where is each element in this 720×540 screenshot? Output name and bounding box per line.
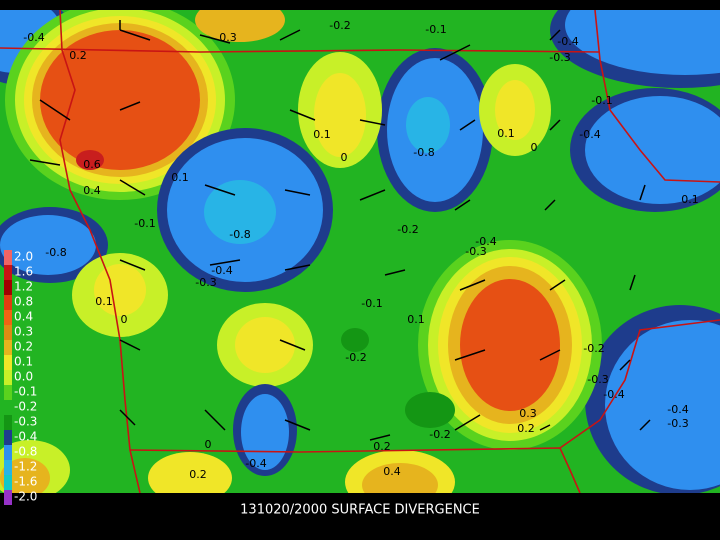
contour-label: -0.4 bbox=[557, 35, 578, 48]
colorbar-swatch bbox=[4, 250, 12, 265]
wind-barbs bbox=[29, 20, 651, 441]
contour-label: -0.2 bbox=[583, 342, 604, 355]
contour-label: 0.1 bbox=[95, 295, 113, 308]
colorbar-swatch bbox=[4, 430, 12, 445]
contour-label: -0.3 bbox=[667, 417, 688, 430]
contour-label: 0.3 bbox=[219, 31, 237, 44]
colorbar-swatch bbox=[4, 355, 12, 370]
colorbar-swatch bbox=[4, 445, 12, 460]
contour-labels: -0.4 0.2 0.3 -0.2 -0.1 -0.4 -0.3 0.6 0.4… bbox=[23, 19, 698, 481]
colorbar-swatch bbox=[4, 370, 12, 385]
contour-label: -0.2 bbox=[329, 19, 350, 32]
contour-label: 0.1 bbox=[681, 193, 699, 206]
contour-label: -0.3 bbox=[549, 51, 570, 64]
contour-label: -0.3 bbox=[195, 276, 216, 289]
contour-label: 0.1 bbox=[171, 171, 189, 184]
colorbar-label: -0.4 bbox=[14, 430, 37, 444]
colorbar-label: -0.2 bbox=[14, 400, 37, 414]
contour-label: -0.2 bbox=[429, 428, 450, 441]
contour-label: -0.2 bbox=[397, 223, 418, 236]
contour-label: 0.1 bbox=[407, 313, 425, 326]
colorbar-label: 0.8 bbox=[14, 295, 33, 309]
contour-label: -0.4 bbox=[475, 235, 496, 248]
colorbar-label: -0.8 bbox=[14, 445, 37, 459]
contour-label: 0.2 bbox=[517, 422, 535, 435]
contour-label: 0.2 bbox=[69, 49, 87, 62]
contour-fills bbox=[0, 10, 720, 493]
contour-label: -0.4 bbox=[23, 31, 44, 44]
colorbar-swatch bbox=[4, 475, 12, 490]
contour-label: 0 bbox=[205, 438, 212, 451]
colorbar-label: 0.3 bbox=[14, 325, 33, 339]
colorbar-label: 0.1 bbox=[14, 355, 33, 369]
colorbar-label: -1.2 bbox=[14, 460, 37, 474]
colorbar-label: 0.2 bbox=[14, 340, 33, 354]
contour-label: 0.2 bbox=[189, 468, 207, 481]
colorbar-label: -0.3 bbox=[14, 415, 37, 429]
colorbar-swatch bbox=[4, 400, 12, 415]
contour-label: -0.4 bbox=[211, 264, 232, 277]
contour-label: -0.4 bbox=[579, 128, 600, 141]
contour-field: -0.4 0.2 0.3 -0.2 -0.1 -0.4 -0.3 0.6 0.4… bbox=[0, 10, 720, 493]
colorbar-label: -0.1 bbox=[14, 385, 37, 399]
colorbar-swatch bbox=[4, 295, 12, 310]
contour-label: -0.1 bbox=[361, 297, 382, 310]
contour-label: 0.4 bbox=[383, 465, 401, 478]
colorbar-label: -1.6 bbox=[14, 475, 37, 489]
colorbar-label: 0.0 bbox=[14, 370, 33, 384]
contour-label: -0.4 bbox=[667, 403, 688, 416]
contour-label: -0.2 bbox=[345, 351, 366, 364]
contour-label: 0 bbox=[341, 151, 348, 164]
contour-label: 0.1 bbox=[497, 127, 515, 140]
colorbar-swatch bbox=[4, 385, 12, 400]
contour-label: -0.4 bbox=[245, 457, 266, 470]
colorbar-swatch bbox=[4, 325, 12, 340]
colorbar-swatch bbox=[4, 340, 12, 355]
colorbar-swatch bbox=[4, 460, 12, 475]
contour-label: 0.1 bbox=[313, 128, 331, 141]
colorbar-swatch bbox=[4, 415, 12, 430]
colorbar-swatch bbox=[4, 490, 12, 505]
contour-label: -0.3 bbox=[465, 245, 486, 258]
contour-label: 0.4 bbox=[83, 184, 101, 197]
contour-label: 0.3 bbox=[519, 407, 537, 420]
colorbar-label: 2.0 bbox=[14, 250, 33, 264]
contour-label: -0.8 bbox=[413, 146, 434, 159]
contour-label: -0.8 bbox=[45, 246, 66, 259]
contour-label: -0.1 bbox=[425, 23, 446, 36]
colorbar-swatch bbox=[4, 265, 12, 280]
contour-label: 0 bbox=[121, 313, 128, 326]
colorbar-label: 0.4 bbox=[14, 310, 33, 324]
colorbar: 2.01.61.20.80.40.30.20.10.0-0.1-0.2-0.3-… bbox=[4, 250, 37, 505]
contour-label: -0.3 bbox=[587, 373, 608, 386]
contour-label: 0.2 bbox=[373, 440, 391, 453]
contour-label: -0.8 bbox=[229, 228, 250, 241]
colorbar-swatch bbox=[4, 280, 12, 295]
contour-label: -0.4 bbox=[603, 388, 624, 401]
colorbar-swatch bbox=[4, 310, 12, 325]
contour-label: 0.6 bbox=[83, 158, 101, 171]
contour-label: 0 bbox=[531, 141, 538, 154]
contour-label: -0.1 bbox=[134, 217, 155, 230]
colorbar-label: 1.2 bbox=[14, 280, 33, 294]
colorbar-label: 1.6 bbox=[14, 265, 33, 279]
contour-label: -0.1 bbox=[591, 94, 612, 107]
map-title: 131020/2000 SURFACE DIVERGENCE bbox=[240, 503, 480, 518]
colorbar-label: -2.0 bbox=[14, 490, 37, 504]
